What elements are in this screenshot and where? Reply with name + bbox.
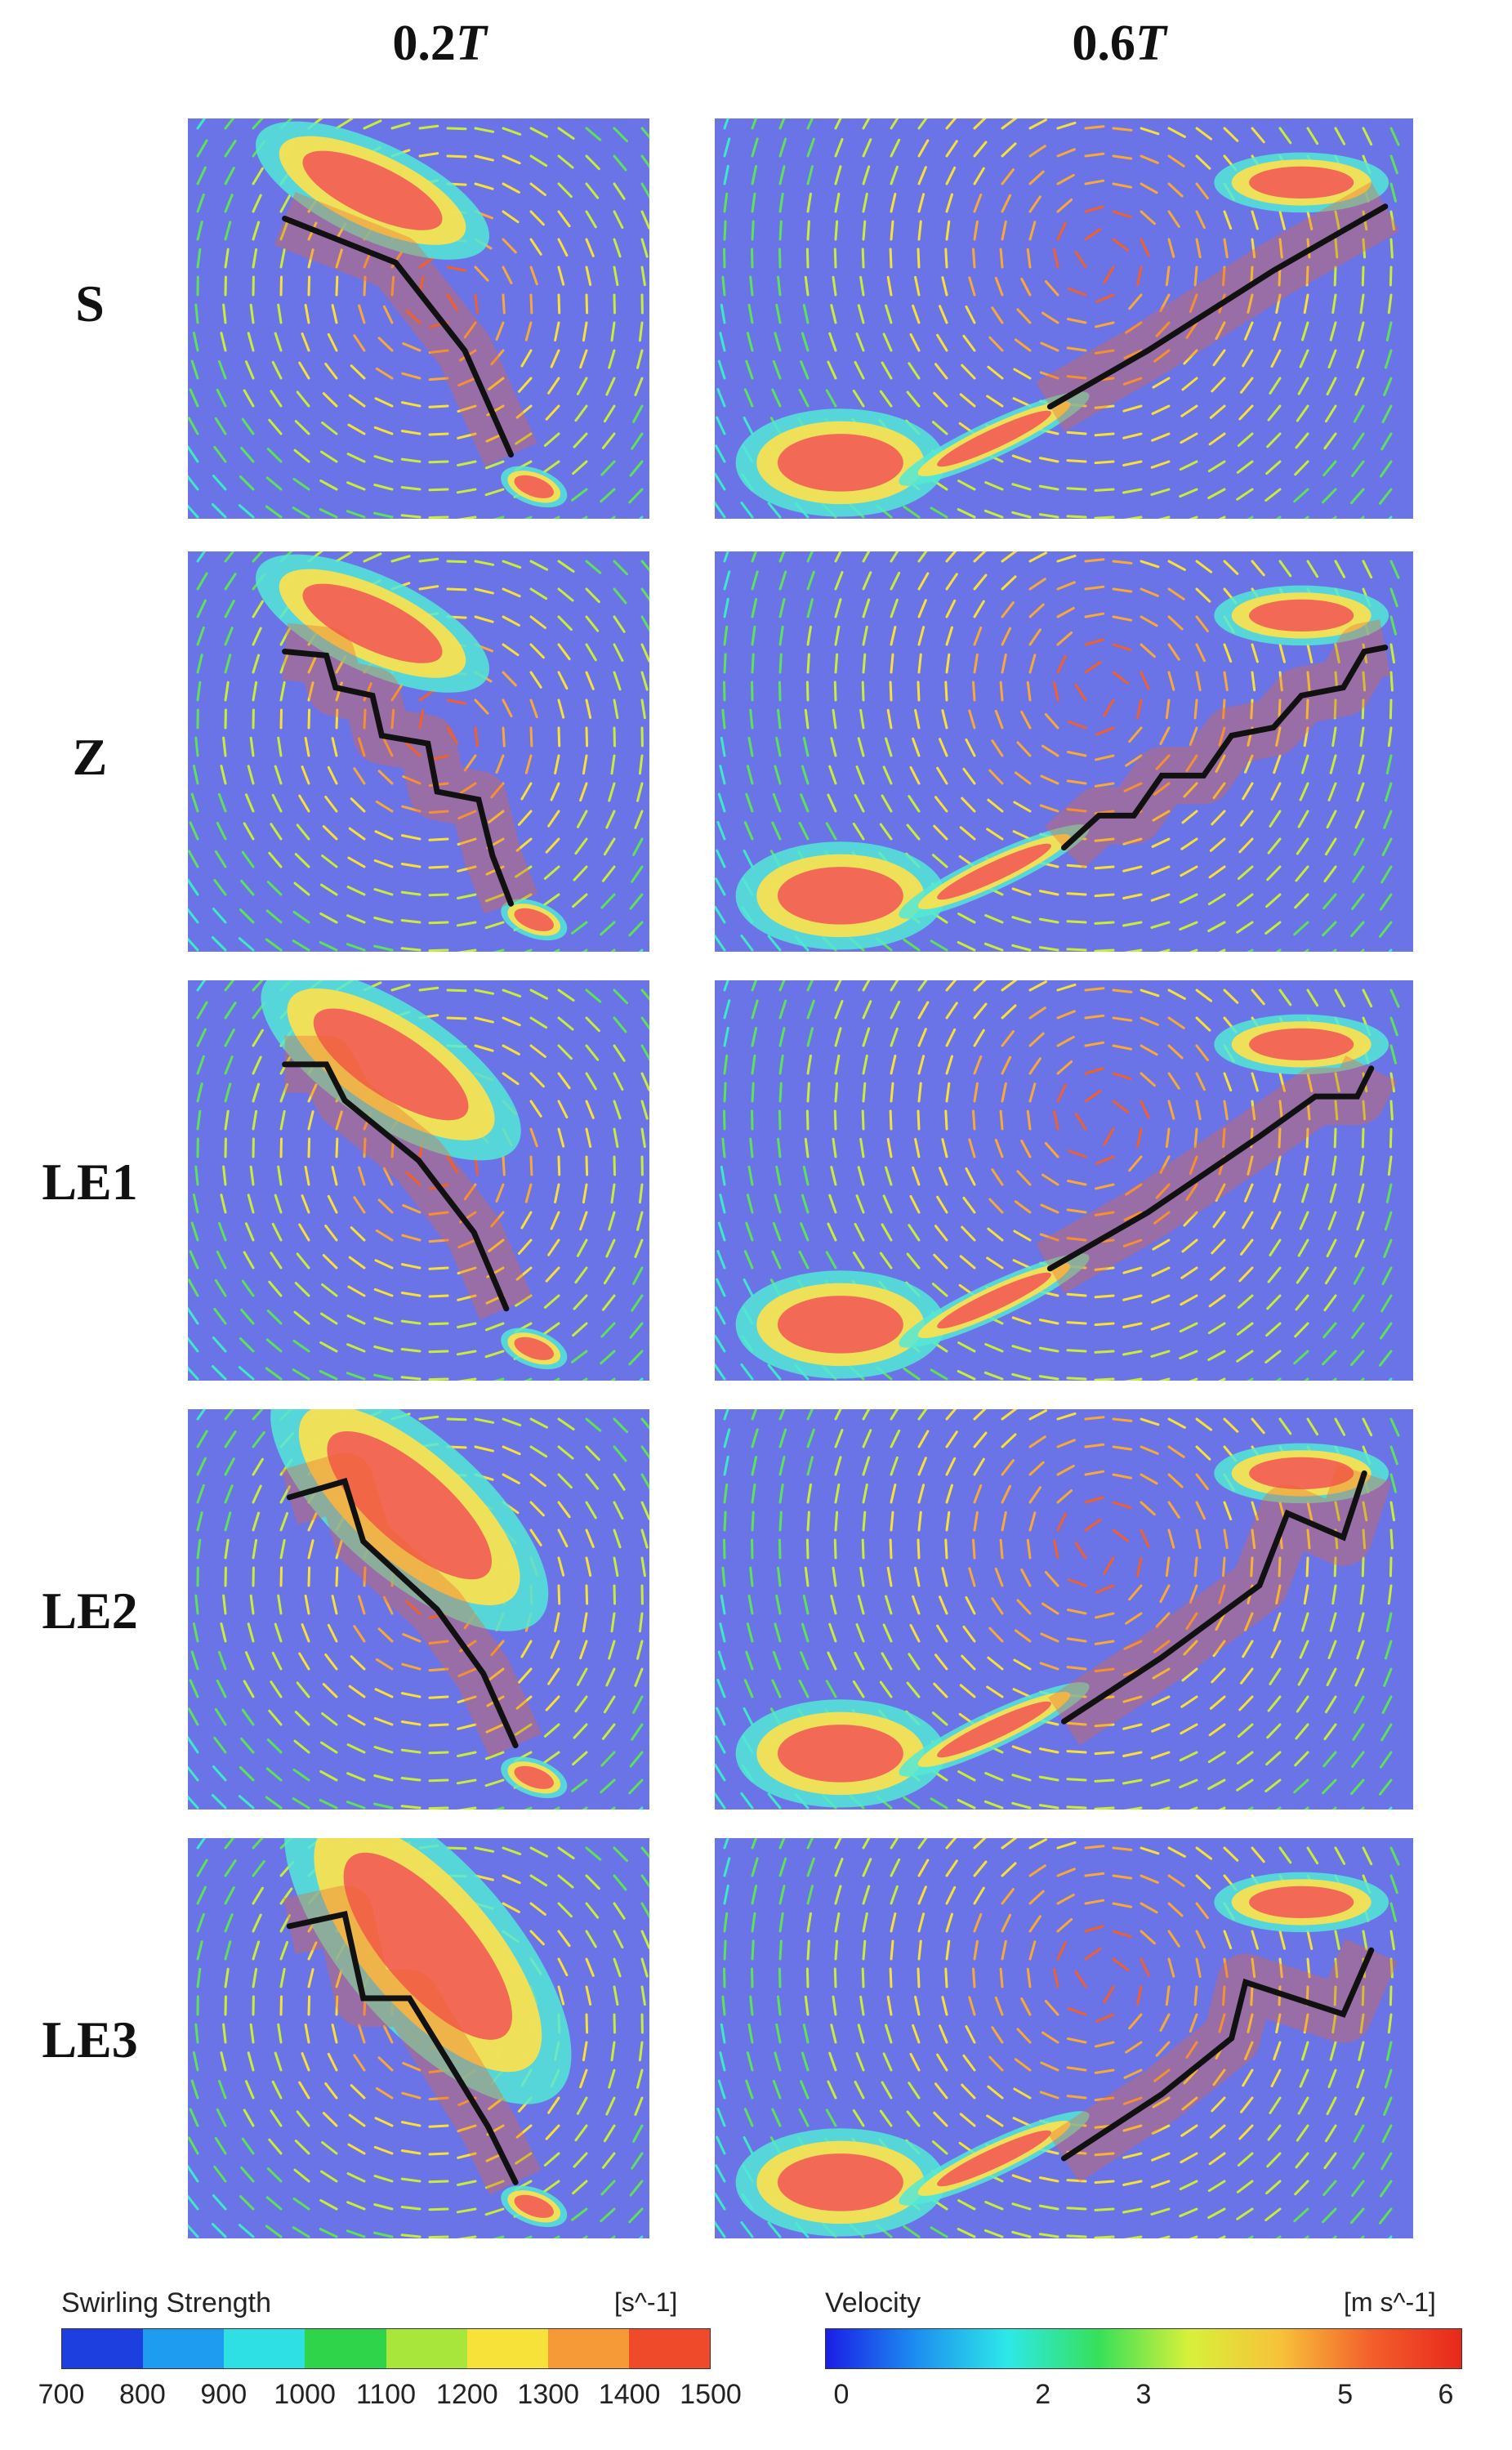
row-label-z: Z xyxy=(72,728,108,786)
swirling-legend-unit: [s^-1] xyxy=(614,2287,678,2317)
flow-field-svg xyxy=(188,551,649,952)
velocity-legend-title: Velocity xyxy=(825,2287,921,2318)
flow-field-svg xyxy=(715,1838,1400,2238)
velocity-tick-label: 2 xyxy=(1035,2379,1051,2410)
swirling-tick-label: 1500 xyxy=(680,2379,742,2410)
flow-panel-s-0-2t xyxy=(188,118,649,519)
flow-field-svg xyxy=(715,1409,1400,1810)
flow-panel-s-0-6t xyxy=(715,118,1413,519)
swirling-colorbar-segment xyxy=(305,2329,386,2368)
swirling-tick-label: 800 xyxy=(119,2379,166,2410)
swirling-tick-label: 900 xyxy=(200,2379,248,2410)
swirling-tick-label: 700 xyxy=(38,2379,85,2410)
swirling-colorbar-segment xyxy=(386,2329,467,2368)
swirling-tick-label: 1000 xyxy=(274,2379,336,2410)
swirling-tick-label: 1400 xyxy=(598,2379,661,2410)
velocity-legend-unit: [m s^-1] xyxy=(1344,2287,1436,2317)
swirling-colorbar-segment xyxy=(466,2329,548,2368)
flow-panel-le1-0-6t xyxy=(715,980,1413,1381)
column-header-right-italic: T xyxy=(1135,16,1166,71)
flow-field-svg xyxy=(715,980,1400,1381)
swirling-tick-label: 1300 xyxy=(517,2379,580,2410)
velocity-colorbar xyxy=(825,2328,1462,2369)
swirling-tick-label: 1200 xyxy=(436,2379,498,2410)
column-header-left: 0.2T xyxy=(211,15,668,73)
swirling-colorbar-segment xyxy=(143,2329,225,2368)
row-label-le2: LE2 xyxy=(42,1582,138,1640)
flow-field-svg xyxy=(715,118,1400,519)
swirling-legend-title: Swirling Strength xyxy=(61,2287,272,2318)
swirling-colorbar-segment xyxy=(224,2329,306,2368)
velocity-tick-label: 6 xyxy=(1438,2379,1454,2410)
row-label-le1: LE1 xyxy=(42,1153,138,1211)
swirling-tick-label: 1100 xyxy=(355,2379,417,2410)
flow-panel-le3-0-6t xyxy=(715,1838,1413,2238)
flow-field-svg xyxy=(188,118,649,519)
swirling-colorbar-segment xyxy=(547,2329,629,2368)
row-label-le3: LE3 xyxy=(42,2010,138,2068)
flow-panel-le2-0-6t xyxy=(715,1409,1413,1810)
flow-panel-le3-0-2t xyxy=(188,1838,649,2238)
column-header-right: 0.6T xyxy=(890,15,1348,73)
flow-field-svg xyxy=(188,1838,649,2238)
column-header-left-italic: T xyxy=(455,16,487,71)
flow-panel-le1-0-2t xyxy=(188,980,649,1381)
row-label-s: S xyxy=(75,274,105,332)
swirling-colorbar-segment xyxy=(628,2329,710,2368)
swirling-colorbar-segment xyxy=(62,2329,144,2368)
velocity-tick-label: 0 xyxy=(833,2379,850,2410)
velocity-tick-label: 5 xyxy=(1337,2379,1354,2410)
flow-field-svg xyxy=(188,980,649,1381)
flow-panel-z-0-6t xyxy=(715,551,1413,952)
swirling-colorbar xyxy=(61,2328,711,2369)
velocity-tick-label: 3 xyxy=(1135,2379,1152,2410)
column-header-left-main: 0.2 xyxy=(392,16,456,71)
flow-panel-z-0-2t xyxy=(188,551,649,952)
flow-panel-le2-0-2t xyxy=(188,1409,649,1810)
flow-field-svg xyxy=(188,1409,649,1810)
column-header-right-main: 0.6 xyxy=(1072,16,1135,71)
flow-field-svg xyxy=(715,551,1400,952)
